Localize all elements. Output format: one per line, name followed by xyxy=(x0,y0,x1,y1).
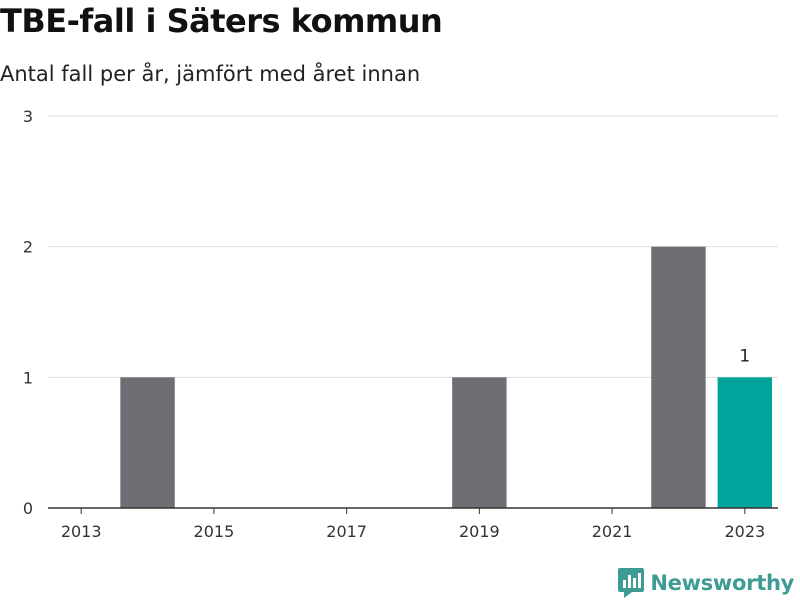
y-tick-label: 2 xyxy=(23,238,33,257)
x-tick-label: 2013 xyxy=(61,522,102,541)
chart-title: TBE-fall i Säters kommun xyxy=(0,2,443,40)
bar-chart-logo-icon xyxy=(618,568,645,598)
brand-name: Newsworthy xyxy=(650,571,794,595)
x-tick-label: 2017 xyxy=(326,522,367,541)
newsworthy-logo: Newsworthy xyxy=(618,568,794,598)
x-tick-label: 2015 xyxy=(194,522,235,541)
x-tick-label: 2021 xyxy=(592,522,633,541)
bar-2023 xyxy=(717,377,773,508)
bar-2014 xyxy=(120,377,175,508)
y-tick-label: 1 xyxy=(23,368,33,387)
y-tick-label: 3 xyxy=(23,107,33,126)
data-label: 1 xyxy=(739,346,750,366)
bar-2019 xyxy=(452,377,507,508)
y-tick-label: 0 xyxy=(23,499,33,518)
x-tick-label: 2023 xyxy=(724,522,765,541)
bar-2022 xyxy=(651,246,706,508)
chart-subtitle: Antal fall per år, jämfört med året inna… xyxy=(0,62,421,86)
x-tick-label: 2019 xyxy=(459,522,500,541)
